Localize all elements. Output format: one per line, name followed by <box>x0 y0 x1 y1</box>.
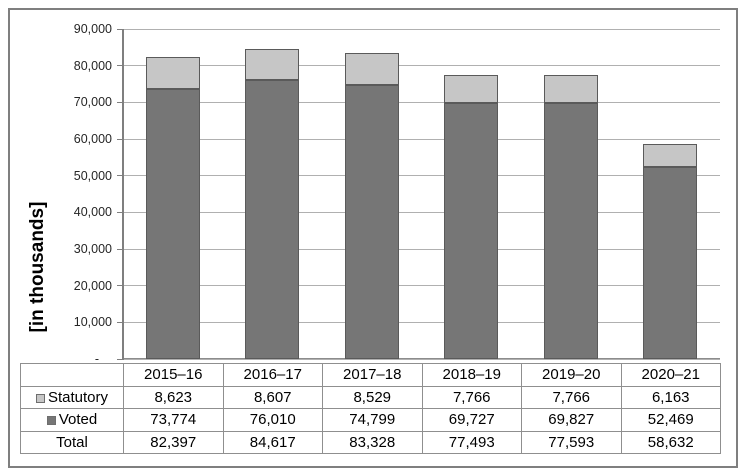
bar-statutory-2016-17 <box>245 48 300 81</box>
table-cell: 58,632 <box>620 430 721 455</box>
table-cell: 73,774 <box>123 408 224 432</box>
y-axis-line <box>122 29 124 360</box>
gridline <box>123 285 720 287</box>
bar-statutory-2018-19 <box>444 74 499 104</box>
bar-stack-2015-16 <box>145 29 200 359</box>
y-tick-label: 20,000 <box>73 278 112 293</box>
gridline <box>123 358 720 360</box>
row-label-total: Total <box>20 430 124 455</box>
year-header-cell: 2017–18 <box>322 363 423 387</box>
table-cell: 74,799 <box>322 408 423 432</box>
y-tick-label: 30,000 <box>73 242 112 256</box>
bar-stack-2018-19 <box>444 29 499 359</box>
table-cell: 76,010 <box>222 408 323 432</box>
y-tick-label: - <box>94 352 99 366</box>
y-tick-label: 50,000 <box>73 168 112 183</box>
gridline <box>123 211 720 213</box>
table-cell: 83,328 <box>322 430 423 455</box>
y-axis-tick <box>117 101 122 103</box>
bar-voted-2018-19 <box>444 103 499 359</box>
y-axis-tick <box>117 248 122 250</box>
year-header-cell: 2018–19 <box>421 363 522 387</box>
table-row-voted: Voted 73,774 76,010 74,799 69,727 69,827 52,46… <box>20 408 721 432</box>
table-cell: 7,766 <box>521 385 622 410</box>
bar-voted-2020-21 <box>643 166 698 359</box>
bar-stack-2020-21 <box>643 29 698 359</box>
gridline <box>123 101 720 103</box>
year-header-cell: 2020–21 <box>620 363 721 387</box>
bar-voted-2019-20 <box>543 102 598 359</box>
y-tick-label: 40,000 <box>73 205 112 220</box>
x-axis-line <box>123 358 720 359</box>
plot-area <box>122 28 720 360</box>
table-row-total: Total 82,397 84,617 83,328 77,493 77,593 58,63… <box>20 430 721 455</box>
legend-key-voted-icon <box>46 416 56 426</box>
year-header-cell: 2019–20 <box>521 363 622 387</box>
y-tick-label: 10,000 <box>73 315 112 330</box>
gridline <box>123 321 720 323</box>
y-axis-tick <box>117 358 122 360</box>
table-cell: 69,827 <box>521 408 622 432</box>
table-cell: 69,727 <box>421 408 522 432</box>
table-cell: 7,766 <box>421 385 522 410</box>
gridline <box>123 138 720 140</box>
y-tick-label: 60,000 <box>73 132 112 146</box>
bar-stack-2017-18 <box>344 29 399 359</box>
table-cell: 8,529 <box>322 385 423 410</box>
table-cell: 8,607 <box>222 385 323 410</box>
row-label-voted: Voted <box>20 408 124 432</box>
legend-key-statutory-icon <box>35 393 45 403</box>
data-table: 2015–16 2016–17 2017–18 2018–19 2019–20 2020–… <box>20 363 721 455</box>
table-row-statutory: Statutory 8,623 8,607 8,529 7,766 7,766 6,163 <box>20 385 721 410</box>
table-cell: 77,593 <box>521 430 622 455</box>
year-header-cell: 2016–17 <box>222 363 323 387</box>
bar-statutory-2015-16 <box>145 56 200 89</box>
y-axis-title-text: [in thousands] <box>27 201 48 333</box>
y-tick-label: 70,000 <box>73 95 112 110</box>
y-axis-tick <box>117 211 122 213</box>
row-label-statutory: Statutory <box>20 385 124 410</box>
table-cell: 82,397 <box>123 430 224 455</box>
bar-voted-2016-17 <box>245 80 300 359</box>
y-axis-tick <box>117 175 122 177</box>
table-cell: 52,469 <box>620 408 721 432</box>
bar-statutory-2020-21 <box>643 144 698 167</box>
bar-voted-2015-16 <box>145 88 200 359</box>
y-axis-tick <box>117 65 122 67</box>
y-axis-tick <box>117 321 122 323</box>
bar-statutory-2017-18 <box>344 53 399 85</box>
gridline <box>123 248 720 250</box>
year-header-cell: 2015–16 <box>123 363 224 387</box>
table-cell: 84,617 <box>222 430 323 455</box>
table-cell: 77,493 <box>421 430 522 455</box>
bar-statutory-2019-20 <box>543 74 598 103</box>
table-corner-cell <box>20 363 124 387</box>
y-tick-label: 80,000 <box>73 58 112 73</box>
table-cell: 8,623 <box>123 385 224 410</box>
y-axis-tick <box>117 138 122 140</box>
gridline <box>123 65 720 67</box>
gridline <box>123 175 720 177</box>
y-tick-label: 90,000 <box>73 22 112 36</box>
chart-figure: [in thousands] 90,000 80,000 70,000 60,000 5… <box>8 8 738 468</box>
table-cell: 6,163 <box>620 385 721 410</box>
bar-stack-2016-17 <box>245 29 300 359</box>
y-axis-tick <box>117 28 122 30</box>
y-axis-tick <box>117 285 122 287</box>
bar-stack-2019-20 <box>543 29 598 359</box>
gridline <box>123 28 720 30</box>
table-header-row: 2015–16 2016–17 2017–18 2018–19 2019–20 2020–… <box>20 363 721 387</box>
bar-voted-2017-18 <box>344 84 399 359</box>
